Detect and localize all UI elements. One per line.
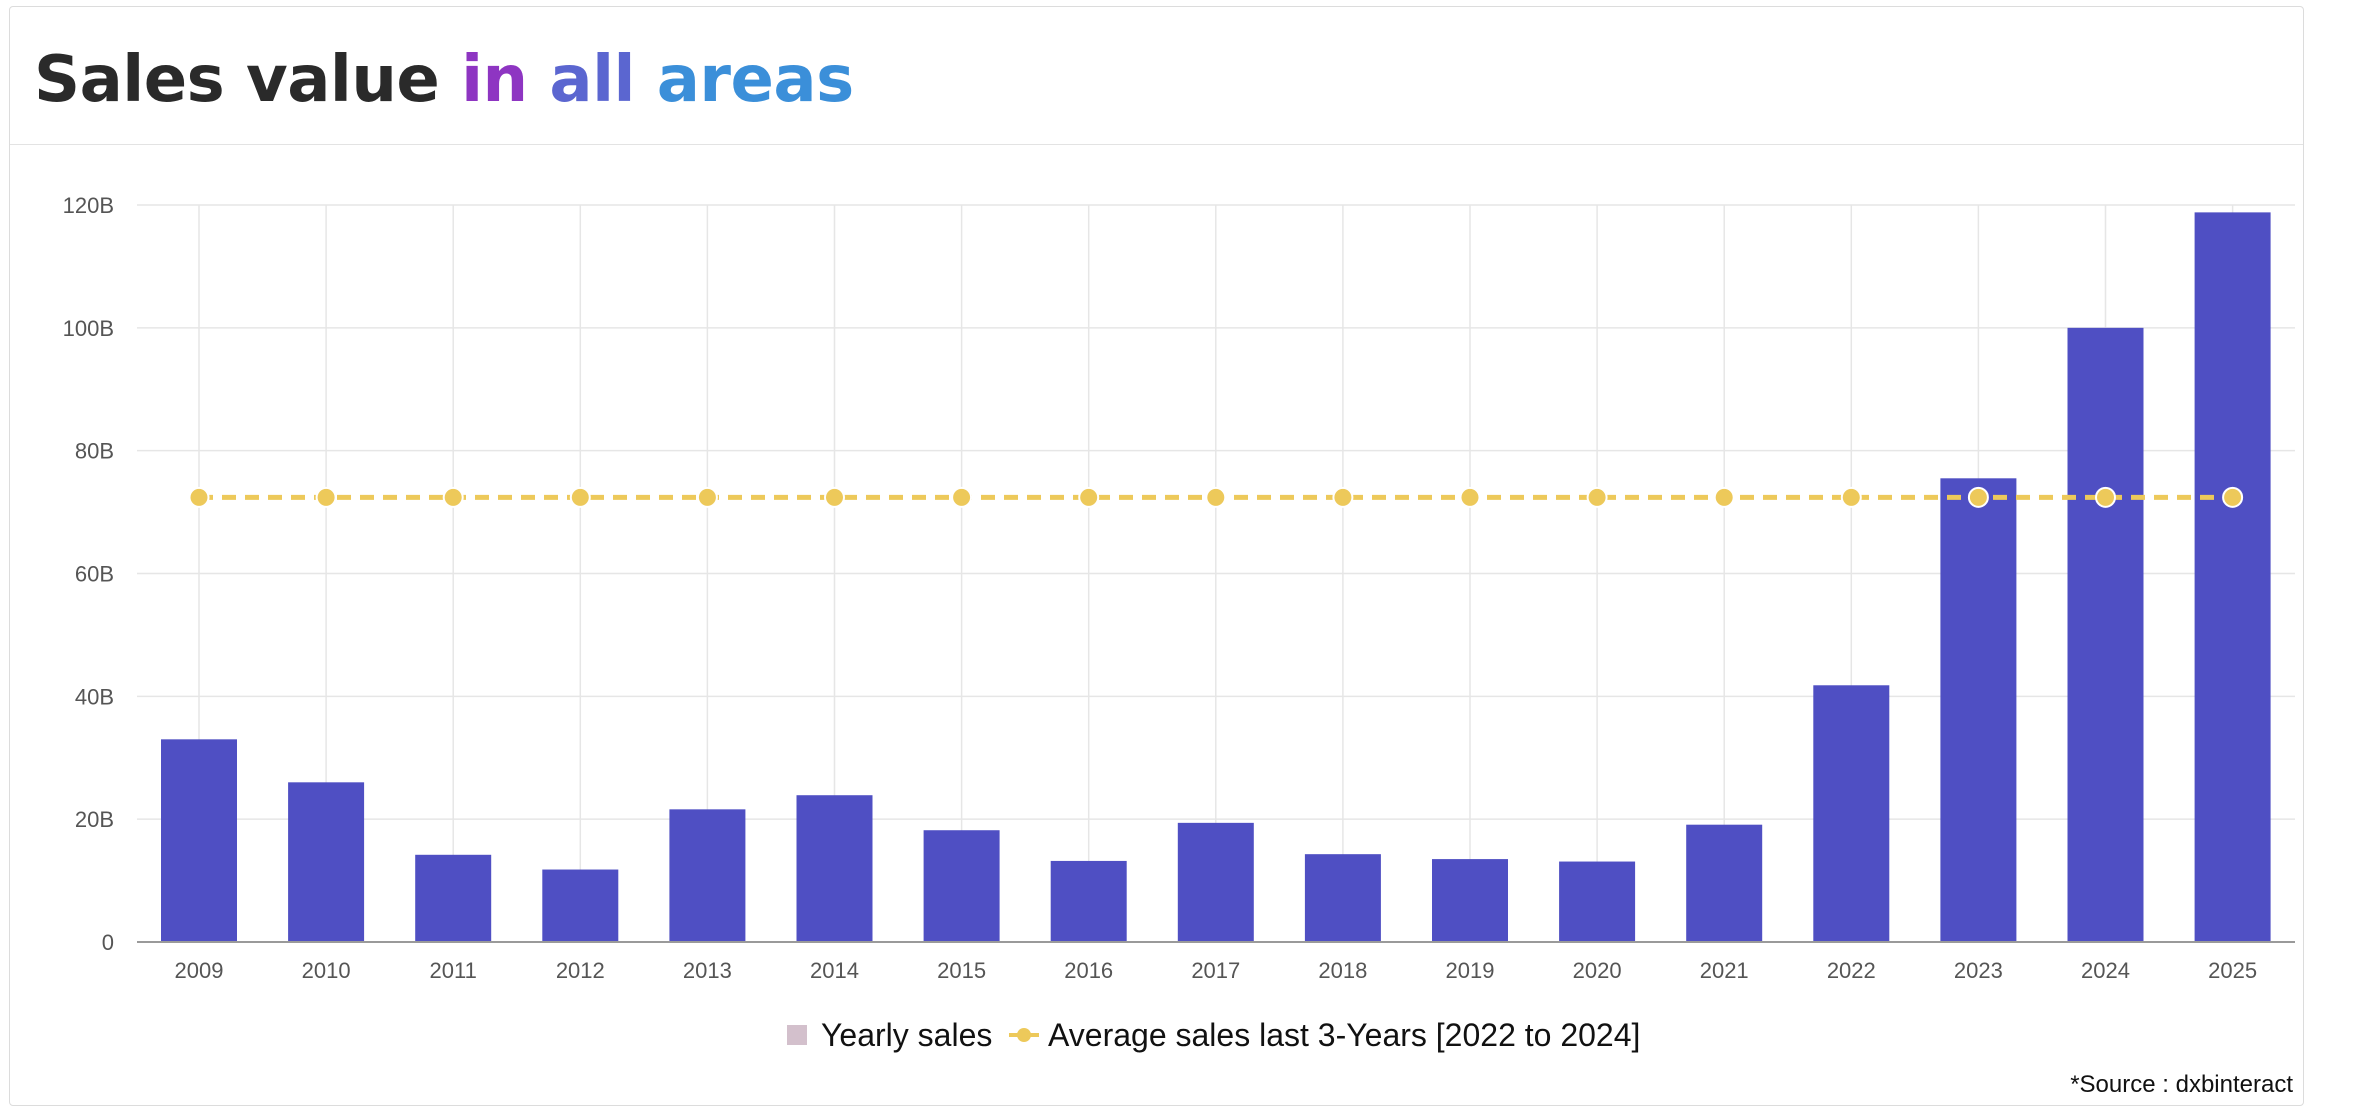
bar-2014 [796,795,873,942]
x-tick-label: 2009 [175,958,224,983]
title-part-all: all [549,43,635,117]
legend-swatch-average-marker [1017,1028,1031,1042]
bar-2015 [923,830,1000,942]
bar-2013 [669,809,746,942]
y-tick-label: 80B [75,439,114,464]
x-tick-label: 2023 [1954,958,2003,983]
y-tick-label: 100B [63,316,114,341]
x-tick-label: 2012 [556,958,605,983]
average-point-2011 [442,486,464,508]
bar-2010 [288,782,365,942]
x-tick-label: 2014 [810,958,859,983]
x-tick-label: 2025 [2208,958,2257,983]
legend-swatch-yearly-sales [787,1025,807,1045]
bar-2024 [2067,327,2144,942]
bar-2009 [161,739,237,942]
y-tick-label: 0 [102,930,114,955]
x-tick-label: 2024 [2081,958,2130,983]
average-point-2022 [1840,486,1862,508]
average-point-2023 [1967,486,1989,508]
average-point-2021 [1713,486,1735,508]
average-point-2019 [1459,486,1481,508]
y-tick-label: 20B [75,807,114,832]
x-tick-label: 2021 [1700,958,1749,983]
average-point-2018 [1332,486,1354,508]
chart-title: Sales value in all areas [34,35,854,125]
average-point-2010 [315,486,337,508]
title-part-areas: areas [656,43,854,117]
average-point-2009 [188,486,210,508]
source-note: *Source : dxbinteract [2070,1071,2293,1098]
y-tick-label: 40B [75,684,114,709]
average-point-2025 [2222,486,2244,508]
title-part-sales-value: Sales value [34,43,440,117]
x-tick-label: 2011 [430,958,477,983]
title-part-in: in [461,43,528,117]
average-point-2017 [1205,486,1227,508]
bar-2018 [1304,854,1381,942]
bar-2019 [1432,859,1508,942]
bar-2022 [1813,685,1890,942]
x-tick-label: 2018 [1318,958,1367,983]
bar-2017 [1177,822,1254,942]
average-point-2020 [1586,486,1608,508]
bar-2012 [542,869,619,942]
chart-header: Sales value in all areas [10,7,2303,145]
legend-label-yearly-sales: Yearly sales [821,1017,992,1053]
bar-2025 [2194,212,2271,942]
y-tick-label: 60B [75,562,114,587]
average-point-2016 [1078,486,1100,508]
bar-2016 [1050,860,1127,942]
x-tick-label: 2019 [1446,958,1495,983]
chart-card: Sales value in all areas *Source : dxbin… [9,6,2304,1106]
bar-2021 [1686,824,1763,942]
x-tick-label: 2015 [937,958,986,983]
y-tick-label: 120B [63,193,114,218]
average-point-2012 [569,486,591,508]
average-point-2015 [951,486,973,508]
x-tick-label: 2020 [1573,958,1622,983]
average-point-2024 [2095,486,2116,508]
bar-2020 [1559,861,1636,942]
bar-2023 [1940,478,2017,942]
x-tick-label: 2010 [302,958,351,983]
x-tick-label: 2016 [1064,958,1113,983]
legend-label-average-sales: Average sales last 3-Years [2022 to 2024… [1048,1017,1640,1053]
x-tick-label: 2022 [1827,958,1876,983]
average-point-2013 [696,486,718,508]
x-tick-label: 2013 [683,958,732,983]
x-tick-label: 2017 [1191,958,1240,983]
average-point-2014 [824,486,845,508]
bar-2011 [415,854,492,942]
